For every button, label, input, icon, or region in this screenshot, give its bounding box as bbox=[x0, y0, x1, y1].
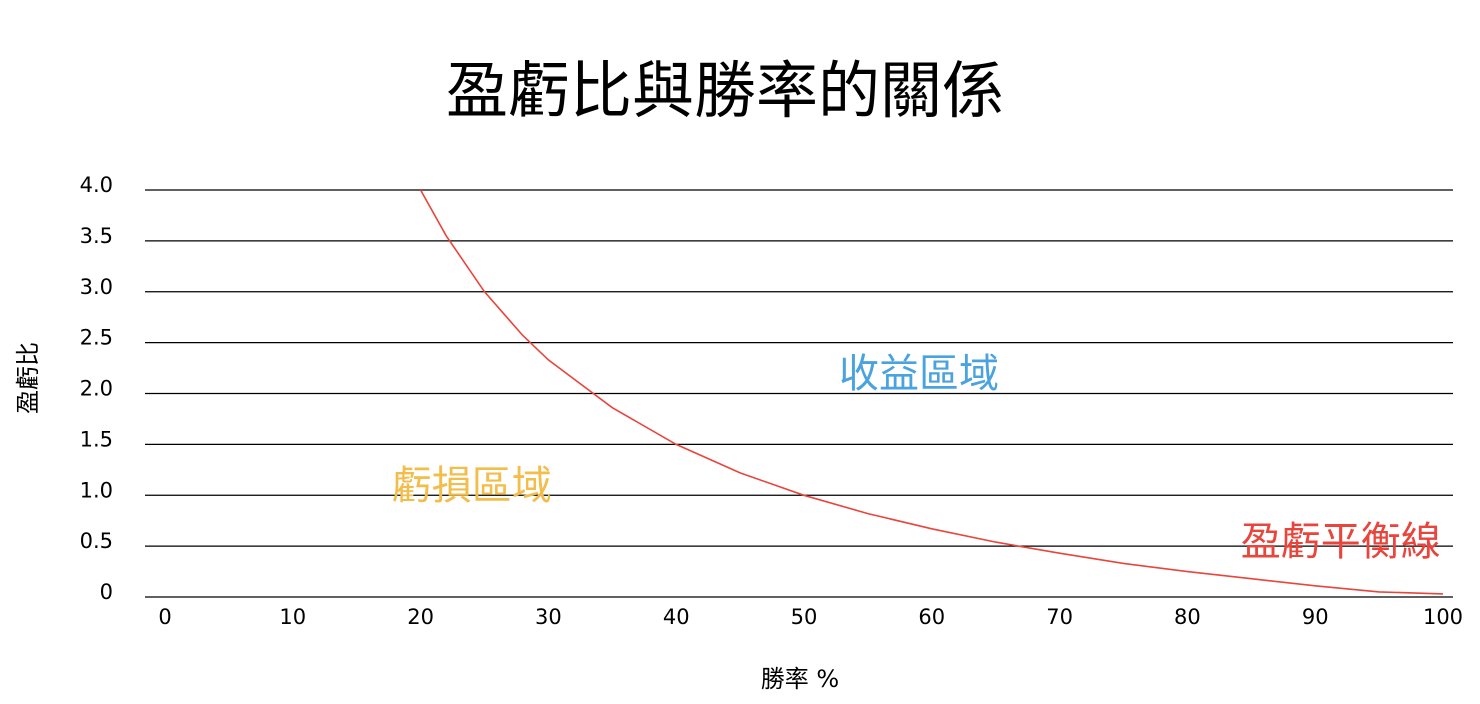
chart-title: 盈虧比與勝率的關係 bbox=[446, 54, 1004, 127]
zone-annotation: 收益區域 bbox=[839, 351, 999, 397]
y-tick-label: 2.0 bbox=[80, 377, 113, 401]
breakeven-curve bbox=[419, 189, 1444, 595]
y-tick-label: 2.5 bbox=[80, 326, 113, 350]
x-tick-label: 90 bbox=[1302, 605, 1329, 629]
y-tick-label: 1.5 bbox=[80, 427, 113, 451]
y-tick-label: 0.5 bbox=[80, 529, 113, 553]
y-tick-label: 3.0 bbox=[80, 275, 113, 299]
x-tick-label: 60 bbox=[918, 605, 945, 629]
x-tick-label: 30 bbox=[535, 605, 562, 629]
y-axis-label: 盈虧比 bbox=[14, 342, 42, 414]
x-tick-label: 70 bbox=[1046, 605, 1073, 629]
y-tick-label: 0 bbox=[100, 580, 113, 604]
x-tick-label: 10 bbox=[279, 605, 306, 629]
y-tick-labels: 0 0.5 1.0 1.5 2.0 2.5 3.0 3.5 4.0 bbox=[80, 173, 113, 604]
series-layer bbox=[419, 189, 1444, 595]
x-tick-labels: 0 10 20 30 40 50 60 70 80 90 100 bbox=[158, 605, 1463, 629]
x-tick-label: 40 bbox=[663, 605, 690, 629]
x-tick-label: 20 bbox=[407, 605, 434, 629]
y-tick-label: 1.0 bbox=[80, 478, 113, 502]
x-tick-label: 0 bbox=[158, 605, 171, 629]
gridlines bbox=[145, 189, 1453, 598]
x-tick-label: 80 bbox=[1174, 605, 1201, 629]
zone-annotation: 虧損區域 bbox=[392, 463, 552, 509]
zone-annotation: 盈虧平衡線 bbox=[1241, 519, 1441, 565]
y-tick-label: 3.5 bbox=[80, 224, 113, 248]
y-tick-label: 4.0 bbox=[80, 173, 113, 197]
x-tick-label: 50 bbox=[791, 605, 818, 629]
x-tick-label: 100 bbox=[1423, 605, 1463, 629]
x-axis-label: 勝率 % bbox=[761, 665, 839, 693]
